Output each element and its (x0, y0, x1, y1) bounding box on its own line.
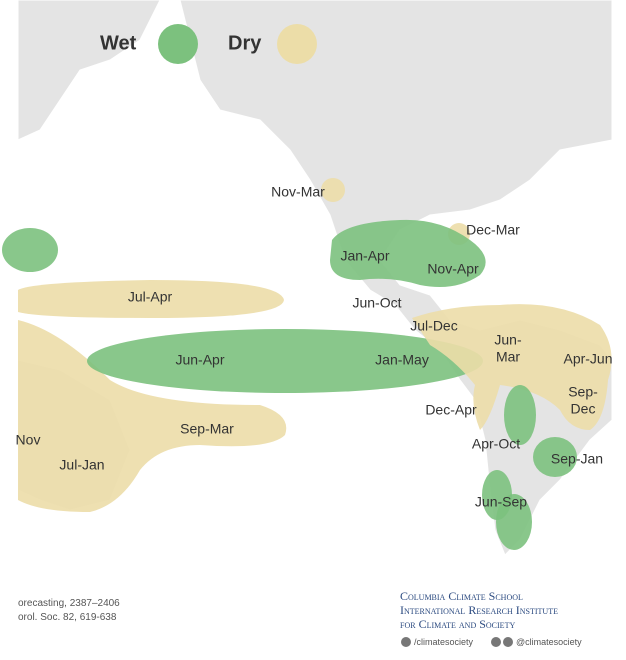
facebook-icon[interactable] (401, 637, 411, 647)
region-label: Mar (496, 349, 520, 365)
region-label: Jun-Oct (352, 295, 401, 311)
wet-area (2, 228, 58, 272)
credit: Columbia Climate School (400, 589, 523, 603)
instagram-icon[interactable] (491, 637, 501, 647)
legend-swatch (158, 24, 198, 64)
credit: for Climate and Society (400, 617, 515, 631)
region-label: Nov-Apr (427, 261, 479, 277)
handle[interactable]: @climatesociety (516, 637, 582, 647)
twitter-icon[interactable] (503, 637, 513, 647)
region-label: Dec (571, 401, 596, 417)
wet-area (330, 219, 486, 288)
wet-area (87, 329, 483, 393)
credit: International Research Institute (400, 603, 558, 617)
region-label: Jul-Jan (59, 457, 104, 473)
wet-area (504, 385, 536, 445)
region-label: Jul-Dec (410, 318, 457, 334)
region-label: Jun- (494, 332, 522, 348)
region-label: Apr-Jun (563, 351, 612, 367)
region-label: Nov (16, 432, 41, 448)
dry-area (321, 178, 345, 202)
region-label: Dec-Apr (425, 402, 477, 418)
region-label: Nov-Mar (271, 184, 325, 200)
legend-label: Wet (100, 32, 137, 54)
region-labels: Nov-Mar Dec-Mar Jan-Apr Nov-Apr Jun-Oct Jul-D… (16, 184, 613, 510)
region-label: Jul-Apr (128, 289, 173, 305)
legend: Wet Dry (100, 24, 317, 64)
region-label: Jan-Apr (340, 248, 389, 264)
region-label: Sep-Jan (551, 451, 603, 467)
region-label: Sep- (568, 384, 598, 400)
dry-area (412, 304, 612, 430)
handle[interactable]: /climatesociety (414, 637, 474, 647)
dry-area (18, 320, 287, 512)
legend-swatch (277, 24, 317, 64)
region-label: Apr-Oct (472, 436, 520, 452)
region-label: Sep-Mar (180, 421, 234, 437)
wet-area (533, 437, 577, 477)
region-label: Jun-Apr (175, 352, 224, 368)
legend-label: Dry (228, 32, 262, 54)
reference: orol. Soc. 82, 619-638 (18, 612, 117, 623)
region-label: Jun-Sep (475, 494, 527, 510)
region-label: Jan-May (375, 352, 429, 368)
climate-blobs (2, 178, 612, 550)
reference: orecasting, 2387–2406 (18, 598, 120, 609)
region-label: Dec-Mar (466, 222, 520, 238)
dry-area (18, 280, 284, 318)
wet-area (496, 494, 532, 550)
